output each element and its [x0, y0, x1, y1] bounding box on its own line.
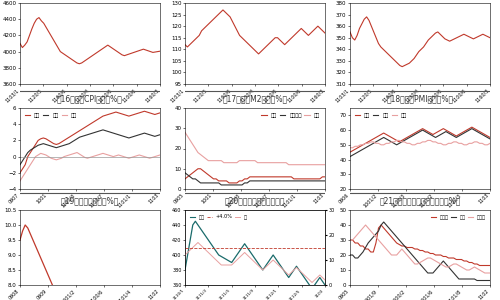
Text: 图20：彭博全球矿业股指数: 图20：彭博全球矿业股指数: [225, 196, 285, 205]
Legend: 美国, 欧洲央行, 中国: 美国, 欧洲央行, 中国: [260, 111, 322, 120]
Text: 图16：各国CPI增速（%）: 图16：各国CPI增速（%）: [57, 94, 123, 103]
Legend: 指数, +4.0%, 月: 指数, +4.0%, 月: [188, 212, 248, 221]
Text: 图17：各国M2增速（%）: 图17：各国M2增速（%）: [222, 94, 288, 103]
Legend: 全社会, 矿业, 白貌占: 全社会, 矿业, 白貌占: [428, 212, 488, 221]
Text: 图21：中国固定资产投资增速（%）: 图21：中国固定资产投资增速（%）: [380, 196, 460, 205]
Legend: 美国, 东亚, 中国: 美国, 东亚, 中国: [352, 111, 410, 120]
Text: 图18：各国PMI指数（%）: 图18：各国PMI指数（%）: [386, 94, 454, 103]
Text: 图19：美国失业率（%）: 图19：美国失业率（%）: [61, 196, 119, 205]
Legend: 美国, 欧元, 东亚: 美国, 欧元, 东亚: [22, 111, 80, 120]
